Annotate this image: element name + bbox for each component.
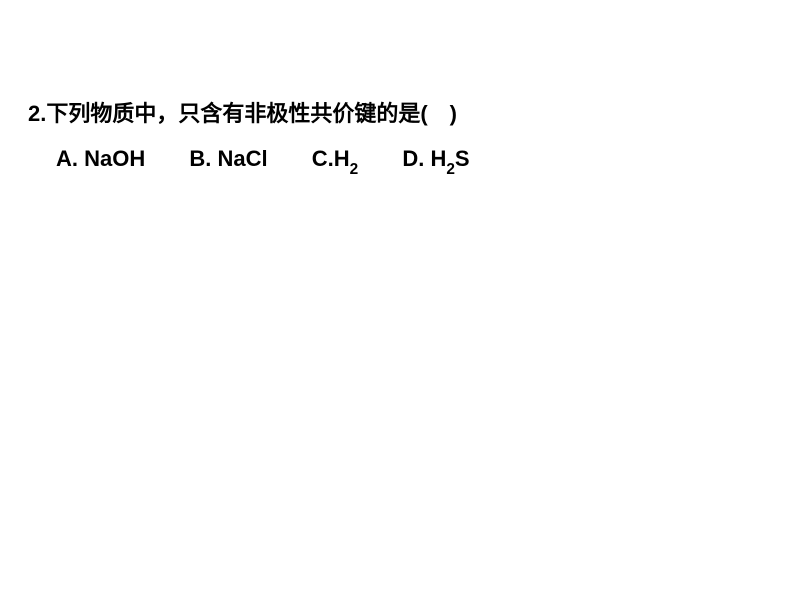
option-d-suffix: S [455,146,470,171]
option-c-prefix: H [334,146,350,171]
options-row: A. NaOH B. NaCl C.H2 D. H2S [28,141,470,180]
option-c: C.H2 [312,141,358,180]
option-a: A. NaOH [56,141,145,176]
question-body: 下列物质中，只含有非极性共价键的是( ) [46,101,457,126]
option-c-label: C. [312,146,334,171]
question-text: 2.下列物质中，只含有非极性共价键的是( ) [28,96,470,131]
option-c-sub: 2 [350,161,359,178]
option-d: D. H2S [402,141,469,180]
question-number: 2. [28,101,46,126]
option-d-prefix: H [430,146,446,171]
option-b-value: NaCl [218,146,268,171]
option-a-value: NaOH [84,146,145,171]
option-b-label: B. [189,146,211,171]
option-b: B. NaCl [189,141,267,176]
question-content: 2.下列物质中，只含有非极性共价键的是( ) A. NaOH B. NaCl C… [28,96,470,180]
option-a-label: A. [56,146,78,171]
option-d-sub: 2 [446,161,455,178]
option-d-label: D. [402,146,424,171]
